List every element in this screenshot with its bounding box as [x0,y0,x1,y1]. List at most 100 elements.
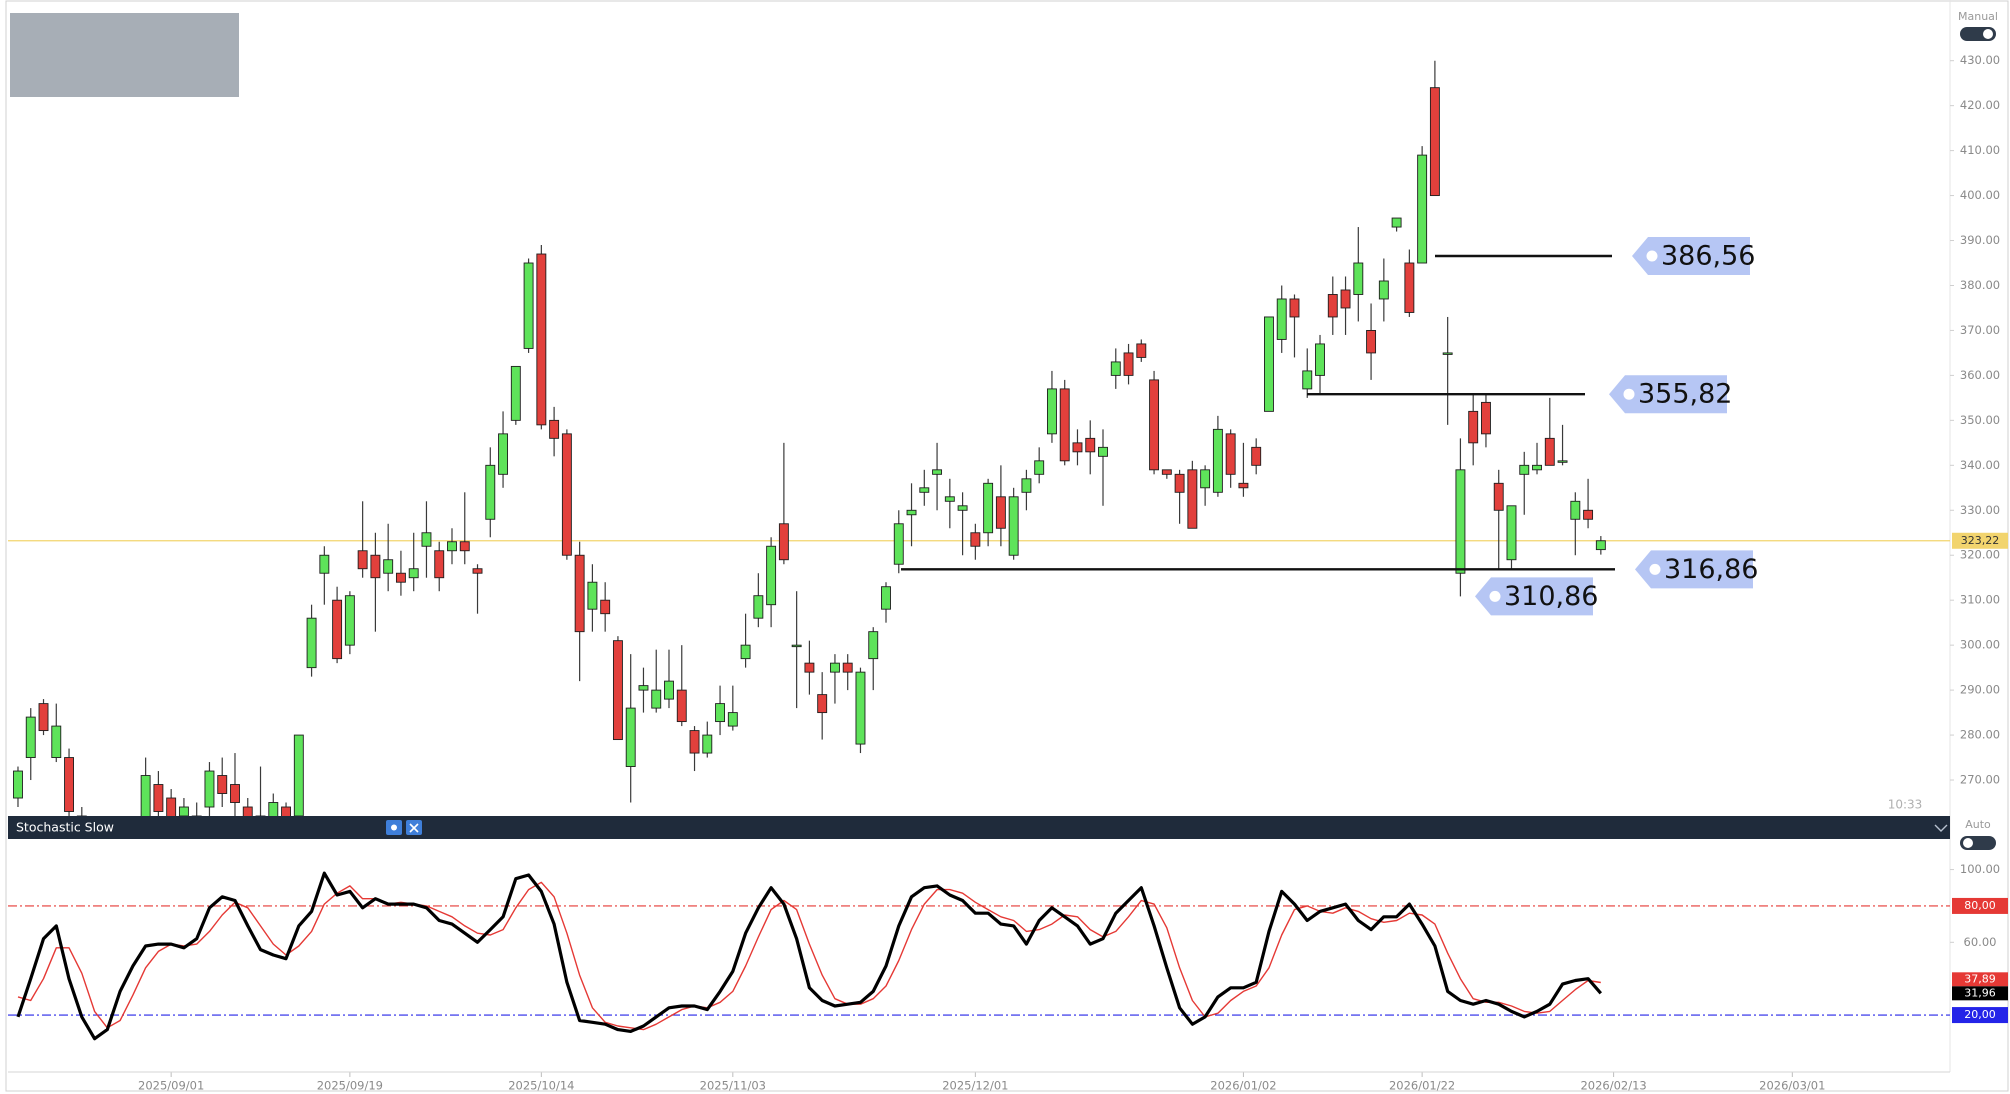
candle-body [1149,379,1160,471]
candle-body [1340,289,1351,309]
candle-body [574,554,585,633]
candle-body [408,568,419,579]
last-price-badge [1952,532,2008,549]
candle-body [64,757,74,812]
level-badge [1609,375,1727,414]
candle-body [1506,505,1517,561]
candle-body [472,568,483,574]
series-axis-badge [1952,972,2008,987]
x-tick-label: 2026/03/01 [1759,1079,1825,1093]
y-tick-label: 400.00 [1960,188,2000,202]
candle-body [651,689,662,709]
candle-body [600,599,611,615]
level-label: 386,56 [1661,240,1755,271]
candle-body [1251,446,1262,466]
candle-body [817,694,828,714]
y-tick-label: 320.00 [1960,548,2000,562]
candle-body [1136,343,1147,358]
level-axis-label: 80,00 [1964,899,1996,912]
candle-body [906,509,917,516]
x-tick-label: 2026/01/02 [1210,1079,1276,1093]
candle-body [625,707,636,767]
collapse-button[interactable] [1934,824,1948,832]
candle-body [370,554,381,579]
candle-body [1366,329,1377,354]
candle-body [1098,446,1108,457]
candle-body [1276,298,1287,340]
candle-body [383,559,394,574]
candle-body [970,532,981,547]
candle-body [536,253,547,426]
price-scale-mode: Manual [1958,10,1998,23]
x-tick-label: 2026/02/13 [1580,1079,1646,1093]
level-label: 316,86 [1664,554,1758,585]
candle-body [612,640,623,741]
candle-body [447,541,457,552]
candle-body [166,797,177,816]
candle-body [1404,262,1415,313]
candle-body [791,644,802,648]
candle-body [676,689,687,723]
y2-tick-label: 100.00 [1960,862,2000,876]
candle-body [230,784,240,803]
level-badge [1632,236,1750,275]
level-badge-dot [1489,590,1501,602]
y-tick-label: 420.00 [1960,98,2000,112]
candle-body [549,419,560,439]
level-axis-label: 20,00 [1964,1008,1996,1021]
candle-body [842,662,853,673]
candle-body [1187,469,1198,529]
x-tick-label: 2025/09/01 [138,1079,204,1093]
ohlc-info-box [10,13,239,97]
candle-body [561,433,572,556]
y-tick-label: 300.00 [1960,638,2000,652]
candle-body [881,586,891,610]
price-panel [8,60,1950,856]
candle-body [1264,316,1274,412]
candle-body [293,734,304,816]
level-badge-dot [1646,250,1658,262]
candle-body [459,541,470,552]
candle-body [1034,460,1045,475]
candle-body [1442,352,1453,355]
candle-body [638,685,649,691]
candle-body [740,644,751,660]
candle-body [116,843,125,856]
candle-body [498,433,509,475]
candle-body [510,365,521,421]
candle-body [344,595,355,646]
candle-body [153,784,164,812]
candle-body [485,464,496,520]
candle-body [855,671,866,745]
candle-body [1378,280,1389,300]
candle-body [1110,361,1121,376]
candle-body [587,581,598,610]
candle-body [1315,343,1325,376]
close-icon [409,823,419,833]
candle-body [306,617,317,669]
candle-body [1519,464,1530,475]
candle-body [38,703,49,732]
candle-body [1570,500,1581,520]
y-tick-label: 330.00 [1960,503,2000,517]
visibility-icon [391,824,397,831]
y-tick-label: 340.00 [1960,458,2000,472]
candle-body [178,806,189,816]
candle-body [25,716,36,759]
candle-body [242,806,253,816]
y2-tick-label: 60.00 [1964,935,1997,949]
candle-body [1417,154,1428,264]
stochastic-line [17,881,1601,1031]
candle-body [727,712,738,727]
y-tick-label: 310.00 [1960,593,2000,607]
candle-body [319,554,330,574]
candle-body [1021,478,1032,493]
candle-body [1161,469,1172,475]
candle-body [1353,262,1364,295]
candle-body [395,572,406,583]
level-badge-dot [1623,388,1635,400]
chart-border [5,0,2009,1092]
level-badge [1635,550,1753,589]
level-label: 355,82 [1638,379,1732,410]
scale-toggle-knob [1983,29,1993,39]
